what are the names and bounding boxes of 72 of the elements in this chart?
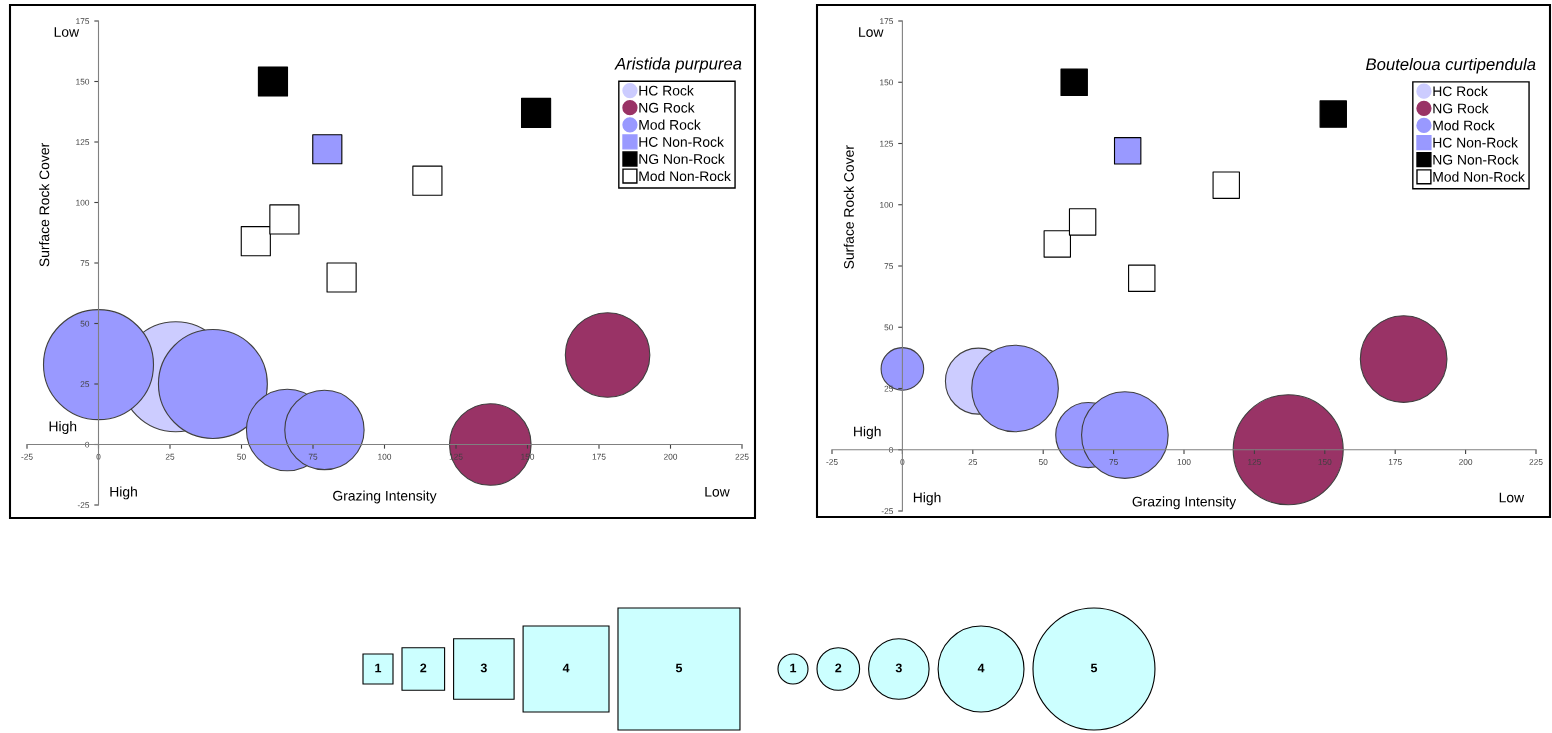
category-label: 5 bbox=[675, 663, 683, 673]
x-tick-label: 225 bbox=[1529, 459, 1543, 465]
y-tick-label: 0 bbox=[889, 446, 894, 453]
x-tick-label: 50 bbox=[1038, 459, 1048, 465]
legend-label: HC Rock bbox=[1433, 86, 1488, 97]
x-tick-label: 75 bbox=[1109, 459, 1118, 465]
y-tick-label: 75 bbox=[80, 260, 90, 267]
category-label: 1 bbox=[790, 663, 797, 673]
legend-label: NG Non-Rock bbox=[639, 153, 725, 165]
category-label: 1 bbox=[375, 663, 382, 673]
category-label: 3 bbox=[480, 663, 487, 673]
legend-label: Mod Non-Rock bbox=[1433, 171, 1525, 182]
x-tick-label: 200 bbox=[1459, 459, 1473, 465]
x-tick-label: 75 bbox=[308, 453, 318, 460]
category-label: 2 bbox=[835, 663, 842, 673]
legend-label: NG Non-Rock bbox=[1433, 154, 1519, 165]
x-tick-label: 200 bbox=[663, 453, 678, 460]
legend-label: Mod Rock bbox=[639, 119, 701, 130]
y-tick-label: 175 bbox=[880, 18, 894, 25]
annotation: Low bbox=[1499, 492, 1525, 503]
y-tick-label: 50 bbox=[884, 324, 894, 331]
x-tick-label: 50 bbox=[237, 453, 246, 460]
annotation: Low bbox=[859, 27, 884, 37]
x-tick-label: 125 bbox=[1248, 459, 1261, 465]
y-tick-label: -25 bbox=[77, 502, 90, 509]
x-tick-label: 100 bbox=[1177, 459, 1191, 465]
category-label: 2 bbox=[420, 663, 427, 673]
annotation: High bbox=[913, 492, 941, 506]
y-tick-label: 125 bbox=[76, 139, 90, 146]
x-tick-label: 225 bbox=[735, 453, 749, 460]
x-tick-label: 25 bbox=[968, 459, 978, 465]
annotation: Low bbox=[705, 486, 730, 497]
x-axis-title: Grazing Intensity bbox=[1132, 496, 1237, 510]
x-axis-title: Grazing Intensity bbox=[333, 490, 437, 504]
category-label: 4 bbox=[562, 663, 570, 673]
y-tick-label: 100 bbox=[880, 201, 894, 208]
x-tick-label: 175 bbox=[1388, 459, 1402, 465]
y-axis-title: Surface Rock Cover bbox=[39, 143, 50, 267]
annotation: High bbox=[110, 486, 137, 500]
category-label: 3 bbox=[895, 663, 902, 673]
legend-label: Mod Non-Rock bbox=[639, 170, 731, 182]
y-tick-label: 50 bbox=[80, 320, 90, 327]
x-tick-label: 150 bbox=[1318, 459, 1332, 465]
x-tick-label: 0 bbox=[900, 459, 905, 465]
x-tick-label: -25 bbox=[21, 453, 33, 460]
y-tick-label: 25 bbox=[884, 385, 894, 392]
y-tick-label: -25 bbox=[881, 508, 894, 515]
legend-label: Mod Rock bbox=[1433, 120, 1495, 131]
legend-label: HC Non-Rock bbox=[1433, 137, 1518, 148]
x-tick-label: 25 bbox=[165, 453, 175, 460]
y-tick-label: 75 bbox=[884, 263, 894, 270]
y-tick-label: 175 bbox=[76, 18, 90, 25]
legend-label: NG Rock bbox=[639, 102, 695, 113]
text: Aristida purpurea bbox=[614, 57, 742, 73]
legend-label: HC Non-Rock bbox=[639, 136, 724, 147]
y-tick-label: 25 bbox=[80, 381, 90, 388]
legend-label: NG Rock bbox=[1433, 103, 1489, 114]
category-label: 4 bbox=[977, 663, 985, 673]
text: Bouteloua curtipendula bbox=[1366, 57, 1536, 74]
legend-label: HC Rock bbox=[639, 85, 694, 96]
annotation: Low bbox=[54, 27, 80, 37]
y-tick-label: 150 bbox=[76, 78, 90, 85]
category-label: 5 bbox=[1090, 663, 1098, 673]
x-tick-label: 100 bbox=[378, 453, 392, 460]
x-tick-label: 175 bbox=[592, 453, 606, 460]
x-tick-label: -25 bbox=[826, 459, 838, 465]
annotation: High bbox=[49, 421, 77, 435]
y-tick-label: 150 bbox=[880, 79, 894, 86]
y-tick-label: 125 bbox=[880, 140, 894, 147]
annotation: High bbox=[854, 426, 881, 440]
y-tick-label: 100 bbox=[76, 199, 90, 206]
y-axis-title: Surface Rock Cover bbox=[843, 145, 854, 269]
